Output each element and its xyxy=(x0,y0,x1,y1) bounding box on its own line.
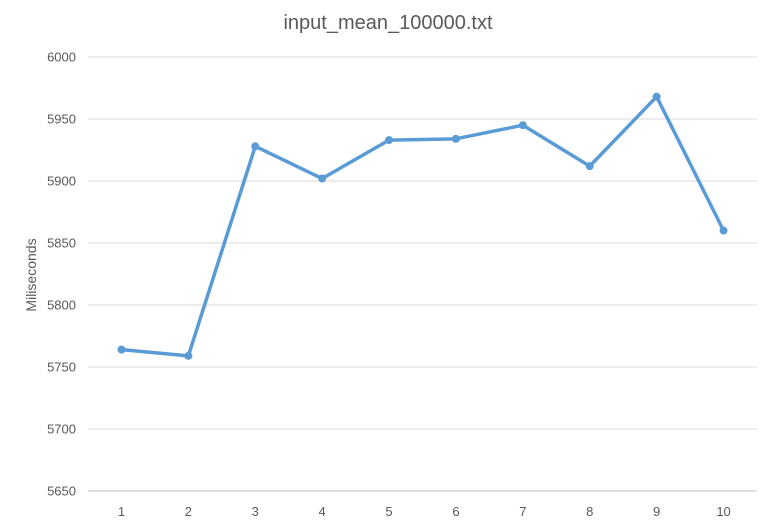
y-tick-label: 6000 xyxy=(47,50,76,65)
x-tick-label: 9 xyxy=(653,504,660,519)
data-point xyxy=(518,121,527,130)
y-tick-label: 5700 xyxy=(47,422,76,437)
x-tick-label: 2 xyxy=(185,504,192,519)
chart-title: input_mean_100000.txt xyxy=(283,12,492,34)
y-tick-labels: 5650 5700 5750 5800 5850 5900 5950 6000 xyxy=(47,50,76,499)
x-tick-label: 6 xyxy=(452,504,459,519)
series-layer xyxy=(117,92,728,360)
data-point xyxy=(184,351,193,360)
data-point xyxy=(318,174,327,183)
x-tick-label: 1 xyxy=(118,504,125,519)
y-axis-label: Miliseconds xyxy=(23,238,39,311)
data-point xyxy=(385,136,394,145)
x-tick-label: 10 xyxy=(716,504,730,519)
x-tick-label: 8 xyxy=(586,504,593,519)
y-tick-label: 5800 xyxy=(47,298,76,313)
y-tick-label: 5750 xyxy=(47,360,76,375)
data-point xyxy=(585,162,594,171)
data-point xyxy=(251,142,260,151)
data-point xyxy=(652,92,661,101)
x-tick-label: 3 xyxy=(252,504,259,519)
x-tick-labels: 1 2 3 4 5 6 7 8 9 10 xyxy=(118,504,731,519)
x-tick-label: 4 xyxy=(319,504,326,519)
series-line xyxy=(119,94,726,358)
x-tick-label: 7 xyxy=(519,504,526,519)
y-tick-label: 5950 xyxy=(47,112,76,127)
y-tick-label: 5650 xyxy=(47,484,76,499)
x-tick-label: 5 xyxy=(385,504,392,519)
gridlines xyxy=(88,56,757,492)
data-point xyxy=(719,226,728,235)
data-point xyxy=(451,134,460,143)
y-tick-label: 5900 xyxy=(47,174,76,189)
data-point xyxy=(117,345,126,354)
y-tick-label: 5850 xyxy=(47,236,76,251)
